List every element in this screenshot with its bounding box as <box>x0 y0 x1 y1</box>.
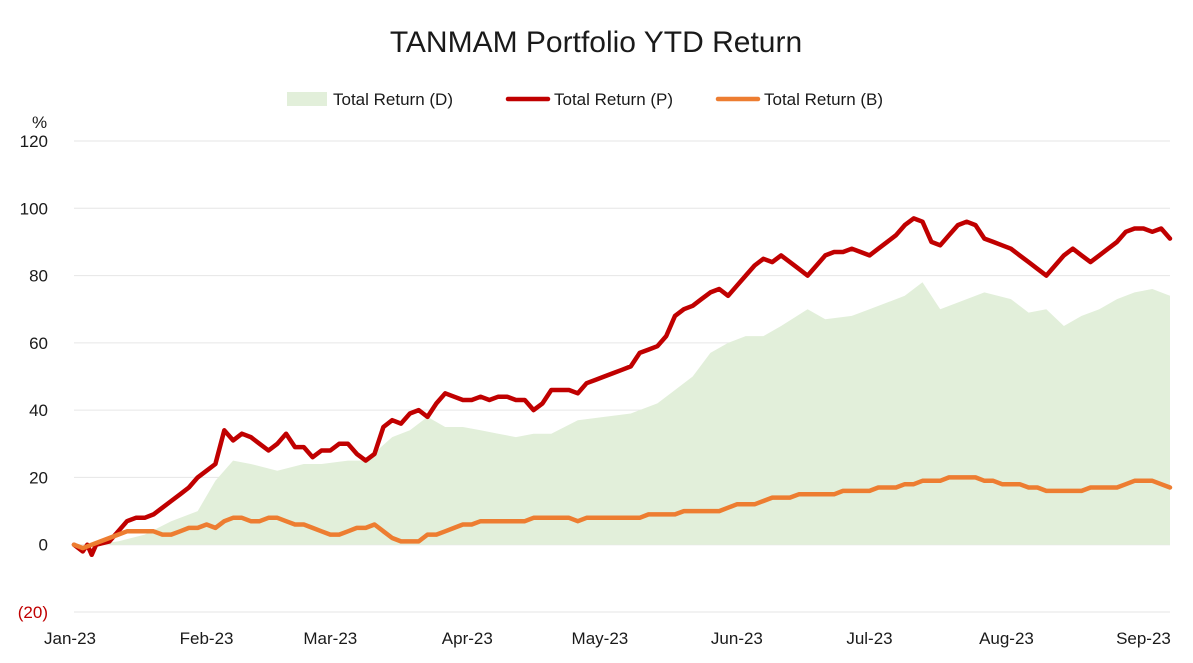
legend-label: Total Return (B) <box>764 90 883 109</box>
legend-label: Total Return (D) <box>333 90 453 109</box>
y-tick-label: 0 <box>39 536 48 555</box>
legend: Total Return (D) Total Return (P) Total Re… <box>287 90 883 109</box>
y-tick-label: 120 <box>20 132 48 151</box>
x-tick-label: Aug-23 <box>979 629 1034 648</box>
legend-label: Total Return (P) <box>554 90 673 109</box>
x-tick-label: Sep-23 <box>1116 629 1171 648</box>
series-line-total-return-p <box>71 216 1173 558</box>
y-tick-label: 20 <box>29 468 48 487</box>
x-tick-label: Jun-23 <box>711 629 763 648</box>
x-tick-label: May-23 <box>572 629 629 648</box>
y-tick-label: (20) <box>18 603 48 622</box>
x-tick-label: Feb-23 <box>180 629 234 648</box>
x-tick-label: Jan-23 <box>44 629 96 648</box>
y-axis-unit-label: % <box>32 113 47 132</box>
y-axis-ticks: 120 100 80 60 40 20 0 (20) <box>18 132 48 622</box>
x-tick-label: Mar-23 <box>303 629 357 648</box>
x-tick-label: Jul-23 <box>846 629 892 648</box>
series-area-total-return-d <box>74 282 1170 545</box>
y-tick-label: 60 <box>29 334 48 353</box>
plot-area <box>71 216 1173 558</box>
chart-title: TANMAM Portfolio YTD Return <box>390 26 802 59</box>
x-tick-label: Apr-23 <box>442 629 493 648</box>
y-tick-label: 80 <box>29 267 48 286</box>
series-line-total-return-b <box>71 475 1173 551</box>
legend-swatch-area <box>287 92 327 106</box>
y-tick-label: 100 <box>20 199 48 218</box>
x-axis-ticks: Jan-23 Feb-23 Mar-23 Apr-23 May-23 Jun-23 Jul-… <box>44 629 1171 648</box>
y-tick-label: 40 <box>29 401 48 420</box>
